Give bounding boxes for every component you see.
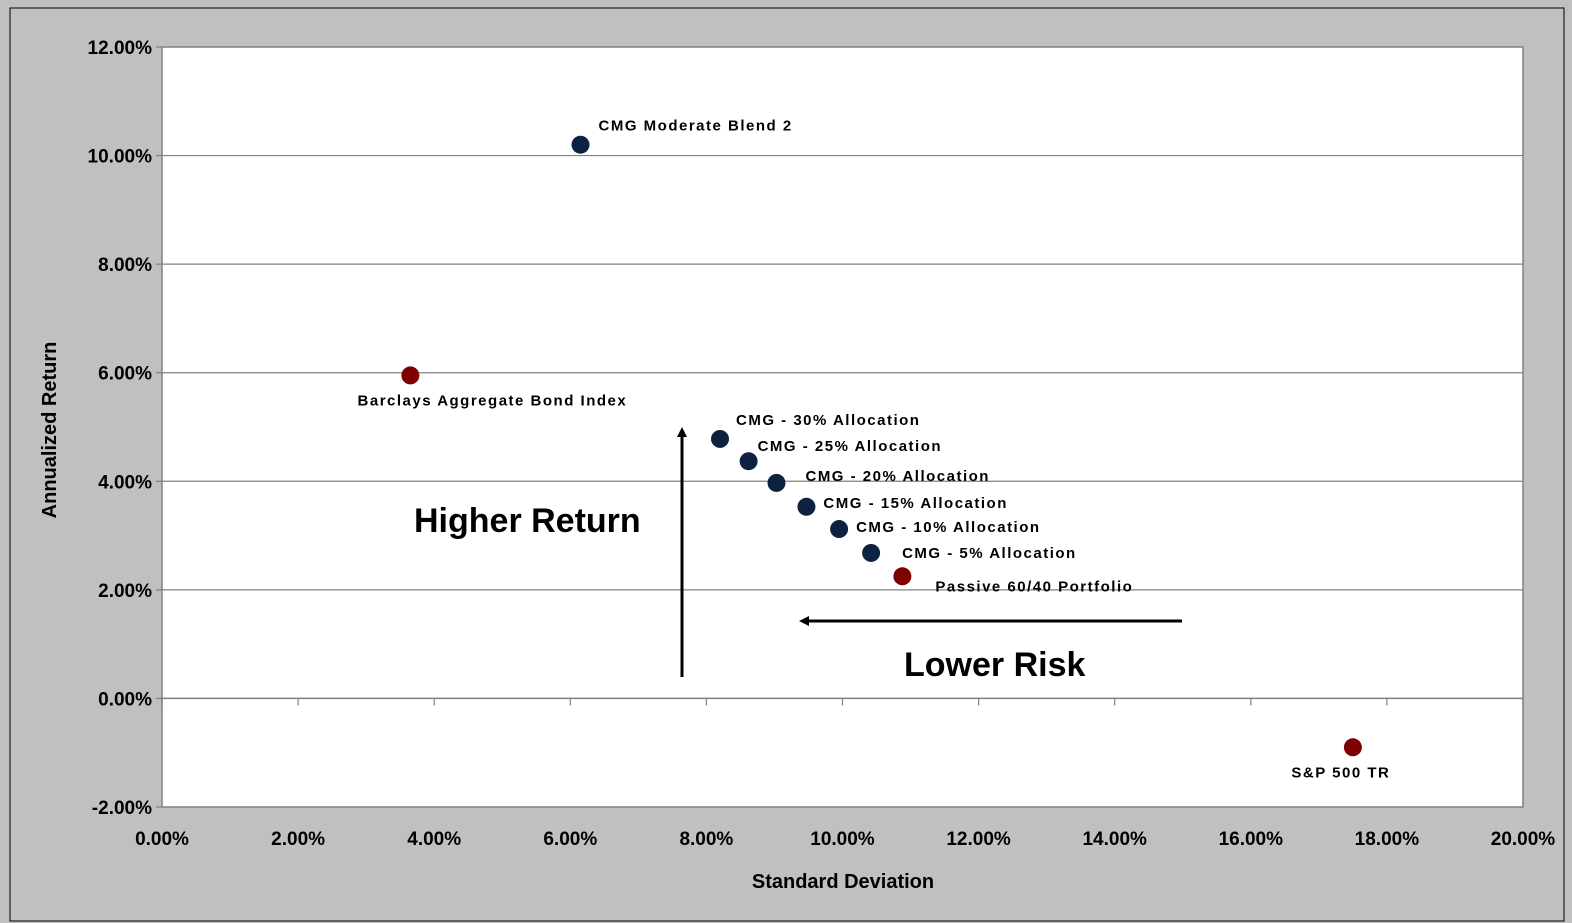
x-tick-label: 20.00% xyxy=(1491,829,1556,850)
y-tick-label: 8.00% xyxy=(98,255,152,276)
x-tick-label: 4.00% xyxy=(407,829,461,850)
point-label: CMG - 20% Allocation xyxy=(805,468,989,485)
point-label: Barclays Aggregate Bond Index xyxy=(358,392,628,409)
data-point xyxy=(711,429,730,448)
point-label: CMG - 25% Allocation xyxy=(758,438,942,455)
x-tick-label: 10.00% xyxy=(810,829,875,850)
plot-area xyxy=(161,46,1524,808)
y-tick-label: 2.00% xyxy=(98,581,152,602)
x-tick-label: 14.00% xyxy=(1082,829,1147,850)
higher-return-annotation: Higher Return xyxy=(414,502,641,540)
x-tick-label: 8.00% xyxy=(679,829,733,850)
annotation-layer: Higher Return Lower Risk xyxy=(414,427,1182,684)
x-tick-label: 2.00% xyxy=(271,829,325,850)
y-tick-label: 4.00% xyxy=(98,472,152,493)
point-label: CMG - 10% Allocation xyxy=(856,519,1040,536)
y-tick-label: 12.00% xyxy=(88,38,153,59)
point-layer: CMG Moderate Blend 2 Barclays Aggregate B… xyxy=(358,118,1390,782)
data-point xyxy=(862,543,881,562)
y-axis-title: Annualized Return xyxy=(39,342,61,519)
data-point xyxy=(767,473,786,492)
x-tick-label: 18.00% xyxy=(1355,829,1420,850)
point-label: CMG Moderate Blend 2 xyxy=(599,118,793,135)
point-label: Passive 60/40 Portfolio xyxy=(935,578,1133,595)
data-point xyxy=(571,135,590,154)
x-tick-label: 12.00% xyxy=(946,829,1011,850)
data-point xyxy=(401,366,420,385)
x-tick-label: 6.00% xyxy=(543,829,597,850)
point-label: S&P 500 TR xyxy=(1291,764,1390,781)
lower-risk-annotation: Lower Risk xyxy=(904,646,1085,684)
data-point xyxy=(830,520,849,539)
x-axis-title: Standard Deviation xyxy=(752,871,934,893)
y-tick-label: 10.00% xyxy=(88,147,153,168)
data-point xyxy=(797,497,816,516)
grid-layer xyxy=(162,154,1523,700)
point-label: CMG - 15% Allocation xyxy=(823,495,1007,512)
data-point xyxy=(1343,738,1362,757)
tick-layer: -2.00% 0.00% 2.00% 4.00% 6.00% 8.00% 10.00% 12.… xyxy=(88,38,1556,850)
y-tick-label: 6.00% xyxy=(98,364,152,385)
x-tick-label: 0.00% xyxy=(135,829,189,850)
point-label: CMG - 5% Allocation xyxy=(902,545,1077,562)
data-point xyxy=(893,567,912,586)
x-tick-label: 16.00% xyxy=(1219,829,1284,850)
y-tick-label: 0.00% xyxy=(98,689,152,710)
point-label: CMG - 30% Allocation xyxy=(736,412,920,429)
y-tick-label: -2.00% xyxy=(92,798,152,819)
data-point xyxy=(739,452,758,471)
